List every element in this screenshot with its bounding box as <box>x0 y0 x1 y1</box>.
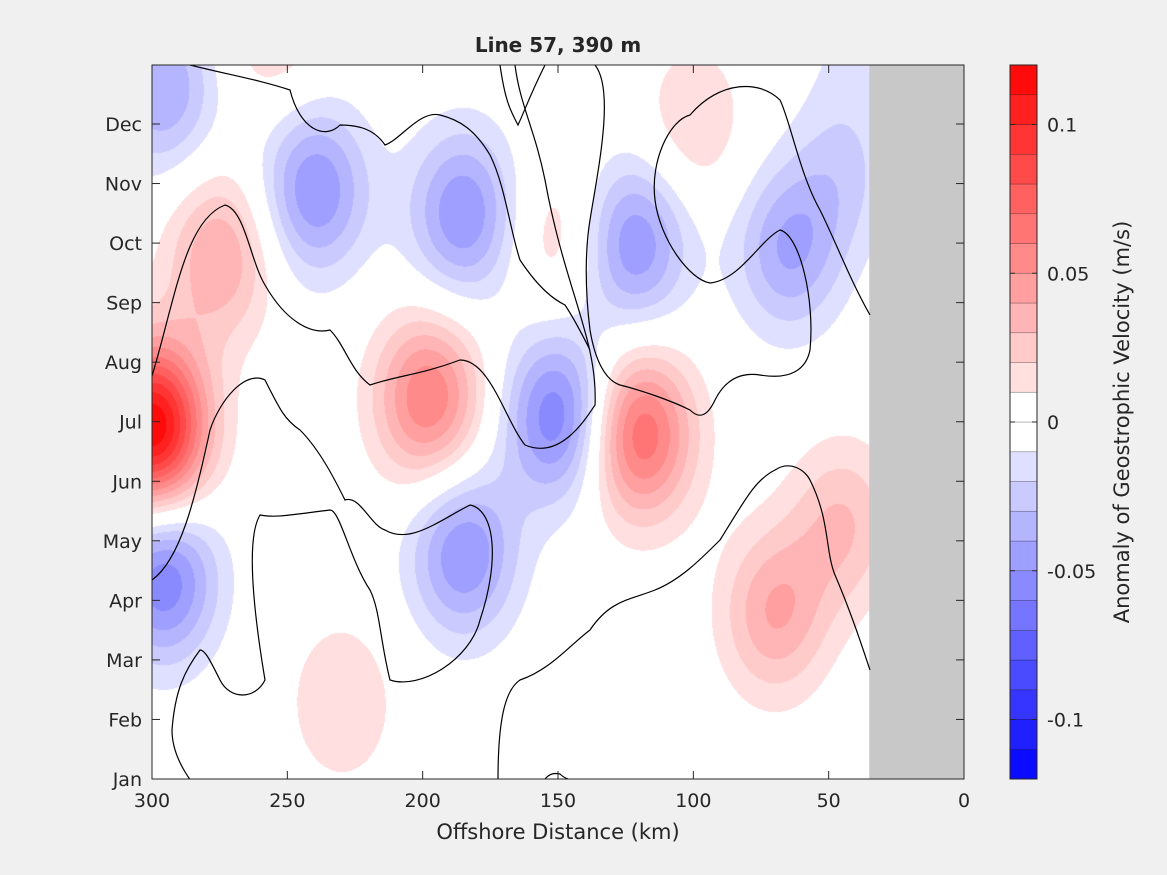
colorbar-level <box>1009 362 1038 393</box>
y-tick-label: Oct <box>109 233 142 255</box>
colorbar-level <box>1009 94 1038 125</box>
y-axis: Jan Feb Mar Apr May Jun Jul Aug Sep Oct Nov Dec <box>103 114 964 791</box>
zero-contour <box>585 65 871 416</box>
x-axis: 300 250 200 150 100 50 0 <box>134 65 970 812</box>
x-tick-label: 300 <box>134 790 170 812</box>
colorbar-level <box>1009 629 1038 661</box>
colorbar-level <box>1009 302 1038 334</box>
colorbar: -0.1 -0.05 0 0.05 0.1 Anomaly of Geostrophic… <box>1009 64 1134 780</box>
colorbar-level <box>1009 64 1038 96</box>
x-tick-label: 200 <box>405 790 441 812</box>
colorbar-level <box>1009 213 1038 244</box>
colorbar-level <box>1009 510 1038 542</box>
colorbar-ticks: -0.1 -0.05 0 0.05 0.1 <box>1010 115 1096 732</box>
y-tick-label: Sep <box>106 293 142 315</box>
y-tick-label: Jan <box>112 769 142 791</box>
y-tick-label: Nov <box>105 174 142 196</box>
no-data-region <box>869 65 964 779</box>
x-tick-label: 0 <box>958 790 970 812</box>
velocity-field <box>152 65 964 779</box>
colorbar-level <box>1009 540 1038 572</box>
colorbar-level <box>1009 124 1038 155</box>
colorbar-level <box>1009 272 1038 304</box>
y-tick-label: Aug <box>105 352 142 374</box>
x-tick-label: 50 <box>817 790 841 812</box>
zero-contour-lines <box>152 65 871 779</box>
chart-title: Line 57, 390 m <box>475 33 641 57</box>
y-tick-label: Jun <box>111 471 142 493</box>
y-tick-label: Feb <box>108 709 142 731</box>
colorbar-tick-label: 0.1 <box>1047 115 1077 137</box>
colorbar-level <box>1009 719 1038 750</box>
y-tick-label: May <box>103 531 142 553</box>
colorbar-level <box>1009 659 1038 691</box>
zero-contour <box>499 65 546 127</box>
y-tick-label: Mar <box>106 650 142 672</box>
colorbar-level <box>1009 391 1038 423</box>
x-tick-label: 100 <box>675 790 711 812</box>
zero-contour <box>497 465 871 779</box>
colorbar-level <box>1009 153 1038 185</box>
y-tick-label: Apr <box>109 590 142 612</box>
colorbar-level <box>1009 332 1038 363</box>
colorbar-level <box>1009 243 1038 274</box>
colorbar-scale <box>1009 64 1038 780</box>
velocity-raster <box>152 65 964 779</box>
colorbar-level <box>1009 570 1038 601</box>
colorbar-level <box>1009 689 1038 720</box>
colorbar-tick-label: 0.05 <box>1047 263 1089 285</box>
y-tick-label: Dec <box>105 114 142 136</box>
colorbar-level <box>1009 600 1038 631</box>
x-tick-label: 150 <box>540 790 576 812</box>
zero-contour <box>189 65 591 351</box>
colorbar-level <box>1009 481 1038 512</box>
x-axis-label: Offshore Distance (km) <box>436 820 679 844</box>
colorbar-tick-label: -0.05 <box>1047 561 1096 583</box>
colorbar-level <box>1009 421 1038 453</box>
y-tick-label: Jul <box>118 412 142 434</box>
x-tick-label: 250 <box>269 790 305 812</box>
zero-contour <box>544 772 569 779</box>
zero-contour <box>152 65 596 449</box>
colorbar-label: Anomaly of Geostrophic Velocity (m/s) <box>1110 221 1134 624</box>
colorbar-level <box>1009 748 1038 780</box>
colorbar-level <box>1009 451 1038 482</box>
colorbar-tick-label: -0.1 <box>1047 710 1084 732</box>
zero-contour <box>152 377 493 779</box>
colorbar-level <box>1009 183 1038 215</box>
colorbar-tick-label: 0 <box>1047 412 1059 434</box>
